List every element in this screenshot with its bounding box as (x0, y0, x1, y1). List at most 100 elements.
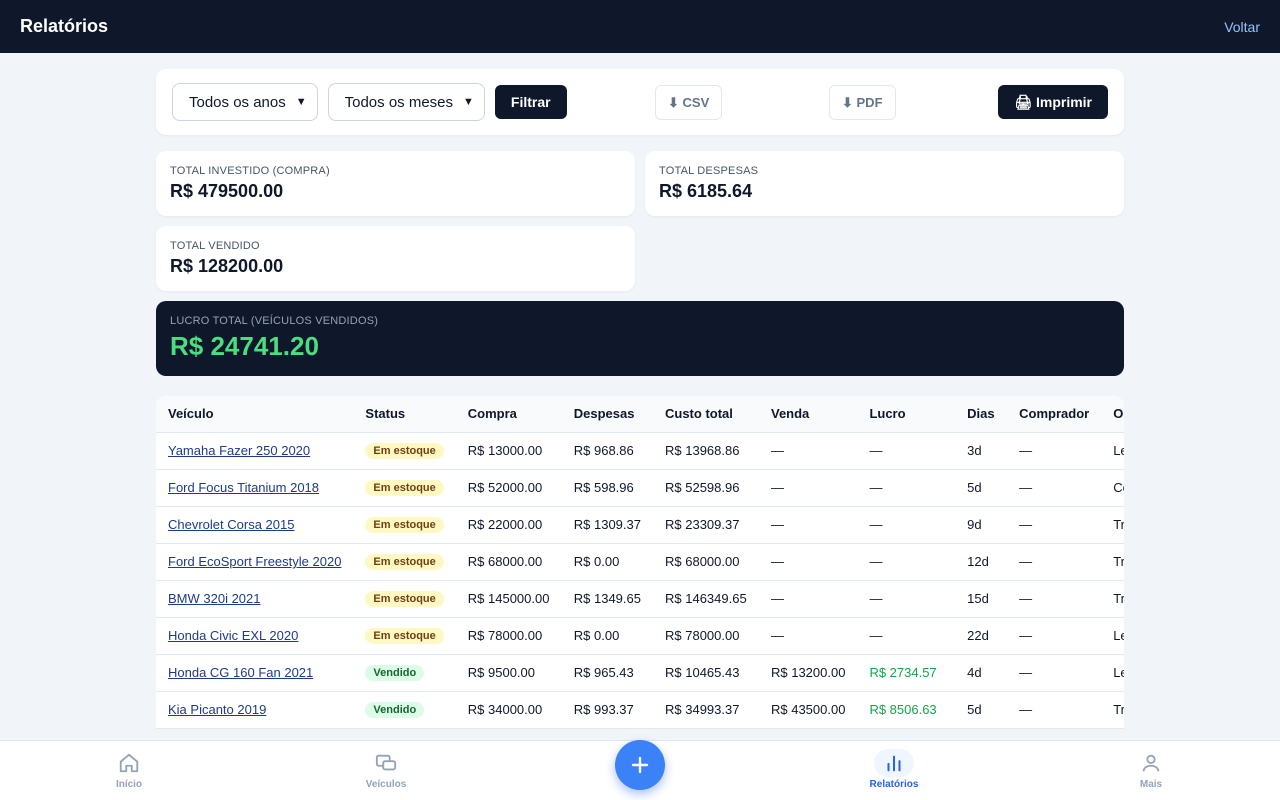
table-cell: — (758, 469, 858, 507)
column-header: Dias (955, 396, 1008, 433)
month-select[interactable]: Todos os meses ▼ (327, 83, 485, 121)
table-row: Yamaha Fazer 250 2020 Em estoque R$ 13000.… (156, 432, 1124, 470)
table-cell: R$ 52000.00 (455, 469, 562, 507)
vehicle-link[interactable]: Ford EcoSport Freestyle 2020 (168, 554, 342, 569)
summary-label: TOTAL INVESTIDO (COMPRA) (170, 165, 330, 177)
table-cell: 4d (955, 654, 1008, 692)
nav-label: Veículos (365, 779, 407, 790)
table-cell: Co (1101, 469, 1124, 507)
year-select-value: Todos os anos (189, 93, 286, 111)
summary-label: TOTAL VENDIDO (170, 240, 260, 252)
table-cell: Tr (1101, 691, 1124, 729)
table-cell: — (1007, 580, 1102, 618)
nav-label: Mais (1139, 779, 1163, 790)
table-cell: R$ 1309.37 (561, 506, 653, 544)
table-cell: R$ 0.00 (561, 617, 653, 655)
table-cell: R$ 13200.00 (758, 654, 858, 692)
table-cell: Lei (1101, 654, 1124, 692)
vehicle-link[interactable]: Yamaha Fazer 250 2020 (168, 443, 311, 458)
profit-value: R$ 24741.20 (170, 331, 319, 361)
page-title: Relatórios (20, 16, 109, 36)
table-cell: Tr (1101, 506, 1124, 544)
table-cell: — (857, 506, 956, 544)
vehicle-link[interactable]: Kia Picanto 2019 (168, 702, 267, 717)
table-header-row: Veículo Status Compra Despesas Custo tot… (156, 396, 1124, 433)
table-cell: R$ 78000.00 (455, 617, 562, 655)
table-row: Chevrolet Corsa 2015 Em estoque R$ 22000.0… (156, 506, 1124, 544)
table-cell: R$ 8506.63 (857, 691, 956, 729)
table-cell: R$ 13968.86 (653, 432, 759, 470)
vehicle-link[interactable]: Ford Focus Titanium 2018 (168, 480, 320, 495)
vehicle-cell: Honda CG 160 Fan 2021 (156, 654, 354, 692)
column-header: Despesas (561, 396, 653, 433)
print-button[interactable]: 🖨 Imprimir (998, 85, 1108, 119)
table-cell: R$ 22000.00 (455, 506, 562, 544)
status-cell: Em estoque (353, 580, 456, 618)
vehicle-link[interactable]: Honda CG 160 Fan 2021 (168, 665, 314, 680)
nav-home[interactable]: Início (84, 749, 174, 790)
table-cell: — (857, 469, 956, 507)
vehicle-cell: Chevrolet Corsa 2015 (156, 506, 354, 544)
nav-vehicles[interactable]: Veículos (341, 749, 431, 790)
table-row: BMW 320i 2021 Em estoque R$ 145000.00 R$ 13… (156, 580, 1124, 618)
column-header: Lucro (857, 396, 956, 433)
table-cell: R$ 1349.65 (561, 580, 653, 618)
nav-label: Relatórios (869, 779, 919, 790)
pdf-export-button[interactable]: ⬇ PDF (829, 85, 896, 120)
table-cell: R$ 10465.43 (653, 654, 759, 692)
vehicle-link[interactable]: BMW 320i 2021 (168, 591, 261, 606)
table-cell: R$ 68000.00 (653, 543, 759, 581)
add-vehicle-button[interactable] (615, 740, 665, 790)
vehicle-cell: Yamaha Fazer 250 2020 (156, 432, 354, 470)
bar-chart-icon (874, 749, 914, 777)
filter-button[interactable]: Filtrar (494, 85, 567, 119)
table-cell: R$ 13000.00 (455, 432, 562, 470)
status-cell: Em estoque (353, 432, 456, 470)
home-icon (109, 749, 149, 777)
table-cell: Tr (1101, 580, 1124, 618)
csv-export-button[interactable]: ⬇ CSV (655, 85, 723, 120)
table-row: Ford EcoSport Freestyle 2020 Em estoque R$… (156, 543, 1124, 581)
status-cell: Em estoque (353, 506, 456, 544)
vehicles-table-container[interactable]: Veículo Status Compra Despesas Custo tot… (156, 396, 1124, 729)
table-cell: — (1007, 654, 1102, 692)
vehicle-cell: Honda Civic EXL 2020 (156, 617, 354, 655)
table-cell: R$ 2734.57 (857, 654, 956, 692)
chevron-down-icon: ▼ (295, 96, 307, 108)
status-badge: Vendido (365, 702, 425, 718)
summary-cards: TOTAL INVESTIDO (COMPRA) R$ 479500.00 TO… (156, 151, 1124, 291)
status-badge: Em estoque (365, 443, 444, 459)
profit-label: LUCRO TOTAL (VEÍCULOS VENDIDOS) (170, 315, 379, 327)
year-select[interactable]: Todos os anos ▼ (172, 83, 318, 121)
table-cell: — (857, 617, 956, 655)
vehicle-link[interactable]: Honda Civic EXL 2020 (168, 628, 299, 643)
table-cell: — (758, 506, 858, 544)
status-badge: Em estoque (365, 628, 444, 644)
table-cell: — (857, 432, 956, 470)
column-header: Venda (758, 396, 858, 433)
table-cell: 12d (955, 543, 1008, 581)
status-cell: Vendido (353, 691, 456, 729)
table-cell: — (1007, 543, 1102, 581)
table-cell: R$ 68000.00 (455, 543, 562, 581)
table-cell: — (857, 543, 956, 581)
table-cell: R$ 993.37 (561, 691, 653, 729)
table-cell: — (1007, 617, 1102, 655)
back-link[interactable]: Voltar (1224, 18, 1260, 35)
table-cell: R$ 965.43 (561, 654, 653, 692)
chevron-down-icon: ▼ (463, 96, 474, 108)
vehicles-icon (366, 749, 406, 777)
nav-reports[interactable]: Relatórios (849, 749, 939, 790)
vehicle-cell: Kia Picanto 2019 (156, 691, 354, 729)
month-select-value: Todos os meses (344, 93, 454, 111)
table-cell: — (1007, 506, 1102, 544)
nav-more[interactable]: Mais (1106, 749, 1196, 790)
vehicle-link[interactable]: Chevrolet Corsa 2015 (168, 517, 295, 532)
table-cell: R$ 78000.00 (653, 617, 759, 655)
top-bar: Relatórios Voltar (0, 0, 1280, 53)
table-cell: Tr (1101, 543, 1124, 581)
column-header: Comprador (1007, 396, 1102, 433)
summary-value: R$ 6185.64 (659, 181, 753, 201)
table-body: Yamaha Fazer 250 2020 Em estoque R$ 13000.… (156, 432, 1124, 729)
column-header: Custo total (653, 396, 759, 433)
